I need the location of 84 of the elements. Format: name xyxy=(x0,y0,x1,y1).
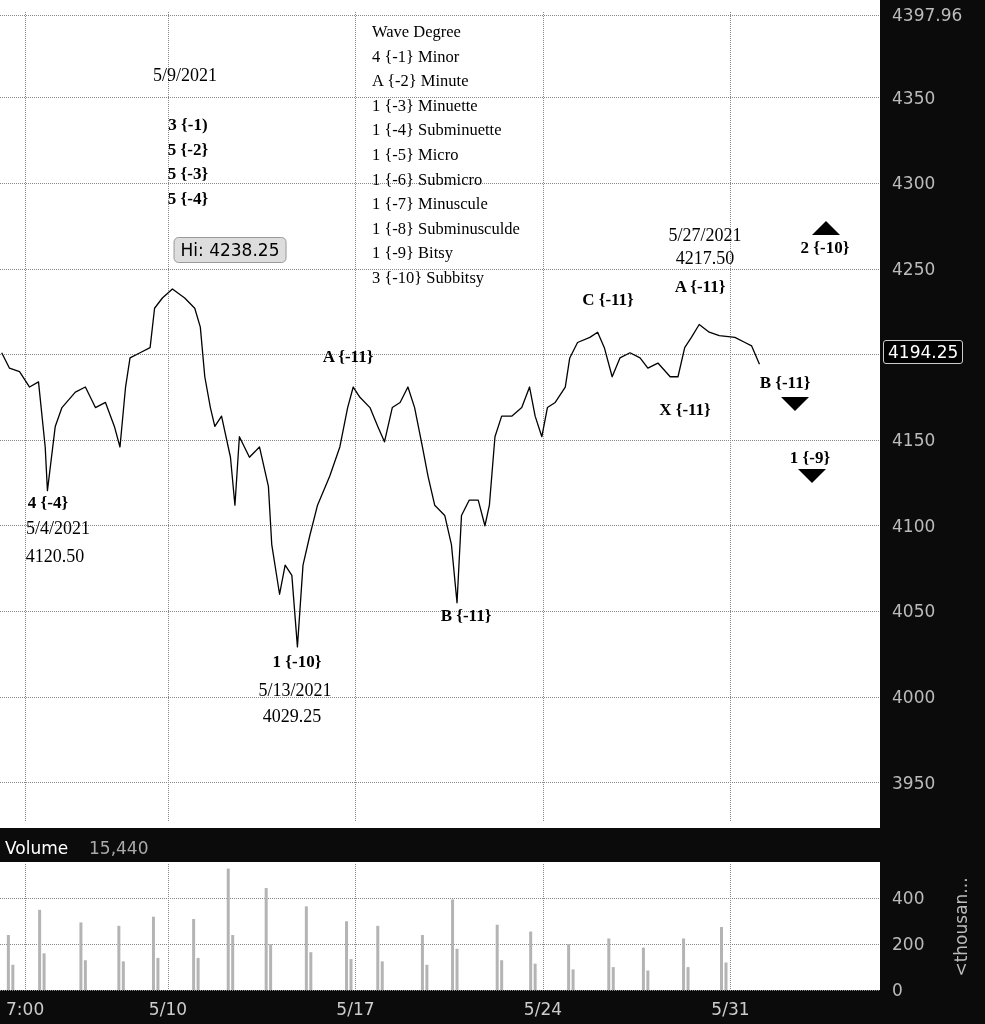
bar xyxy=(83,960,87,990)
y-tick-label: 4350 xyxy=(892,87,936,108)
annotation: 1 {-7} Minuscule xyxy=(372,193,489,216)
bar xyxy=(611,967,615,990)
annotation: 1 {-9} Bitsy xyxy=(372,242,454,265)
bar xyxy=(38,909,42,990)
y-tick-label: 3950 xyxy=(892,772,936,793)
annotation: B {-11} xyxy=(759,373,811,393)
bar xyxy=(304,906,308,990)
bar xyxy=(495,924,499,990)
bar xyxy=(42,953,46,990)
annotation: Hi: 4238.25 xyxy=(173,237,287,263)
bar xyxy=(151,916,155,990)
bar xyxy=(345,921,349,990)
annotation: 1 {-5} Micro xyxy=(372,143,460,166)
bar xyxy=(571,969,575,990)
bar xyxy=(686,967,690,990)
annotation: A {-11} xyxy=(674,277,726,297)
annotation: 4 {-4} xyxy=(27,493,69,513)
annotation: B {-11} xyxy=(440,606,492,626)
y-tick-label: 4397.96 xyxy=(892,5,963,26)
annotation: A {-11} xyxy=(322,347,374,367)
bar xyxy=(720,927,724,990)
x-tick-label: 7:00 xyxy=(6,998,45,1019)
annotation: A {-2} Minute xyxy=(372,70,470,93)
annotation: 5 {-2} xyxy=(167,140,209,160)
annotation: 5/27/2021 xyxy=(668,224,742,246)
annotation: 2 {-10} xyxy=(800,238,850,258)
bar xyxy=(376,925,380,990)
y-tick-label: 4250 xyxy=(892,258,936,279)
chart-title: Volume xyxy=(5,837,69,858)
annotation: 1 {-3} Minuette xyxy=(372,94,479,117)
bar xyxy=(682,938,686,990)
bar xyxy=(121,961,125,990)
y-tick-label: 400 xyxy=(892,888,925,909)
annotation: 1 {-10} xyxy=(272,652,322,672)
y-tick-label: 4100 xyxy=(892,515,936,536)
y-tick-label: 200 xyxy=(892,934,925,955)
text: 4194.25 xyxy=(883,340,964,364)
bar xyxy=(451,899,455,990)
annotation: 1 {-6} Submicro xyxy=(372,168,484,191)
y-tick-label: 0 xyxy=(892,980,903,1000)
annotation: X {-11} xyxy=(659,400,711,420)
bar xyxy=(420,935,424,990)
annotation: 1 {-9} xyxy=(789,448,831,468)
x-tick-label: 5/24 xyxy=(523,998,563,1019)
annotation: 1 {-4} Subminuette xyxy=(372,119,503,142)
bar xyxy=(567,944,571,990)
bar xyxy=(226,868,230,990)
bar xyxy=(641,947,645,990)
annotation: C {-11} xyxy=(582,290,634,310)
y-tick-label: 4050 xyxy=(892,601,936,622)
bar xyxy=(455,948,459,990)
bar xyxy=(117,925,121,990)
annotation: 3 {-1) xyxy=(168,115,208,135)
bar xyxy=(533,963,537,990)
annotation: 4 {-1} Minor xyxy=(372,45,461,68)
annotation: 3 {-10} Subbitsy xyxy=(372,266,486,289)
y-axis-title: <thousan... xyxy=(950,877,971,977)
annotation: 4217.50 xyxy=(675,247,735,269)
annotation: 4120.50 xyxy=(25,545,85,567)
bar xyxy=(192,918,196,990)
x-tick-label: 5/17 xyxy=(336,998,375,1019)
annotation: 4029.25 xyxy=(262,705,322,727)
bar xyxy=(380,961,384,990)
x-tick-label: 5/31 xyxy=(711,998,750,1019)
annotation: 5/13/2021 xyxy=(258,679,332,701)
bar xyxy=(529,931,533,990)
y-tick-label: 4000 xyxy=(892,686,936,707)
x-tick-label: 5/10 xyxy=(148,998,188,1019)
y-tick-label: 4150 xyxy=(892,430,936,451)
y-tick-label: 4300 xyxy=(892,173,936,194)
annotation: 5 {-3} xyxy=(167,164,209,184)
bar xyxy=(264,888,268,990)
chart-subtitle: 15,440 xyxy=(89,837,149,858)
annotation: 5 {-4} xyxy=(167,189,209,209)
bar xyxy=(6,935,10,990)
bar xyxy=(607,938,611,990)
bar xyxy=(79,922,83,990)
annotation: 5/4/2021 xyxy=(25,517,91,539)
annotation: 1 {-8} Subminusculde xyxy=(372,217,520,240)
bar xyxy=(196,957,200,990)
annotation: Wave Degree xyxy=(372,21,462,43)
annotation: 5/9/2021 xyxy=(152,64,218,86)
